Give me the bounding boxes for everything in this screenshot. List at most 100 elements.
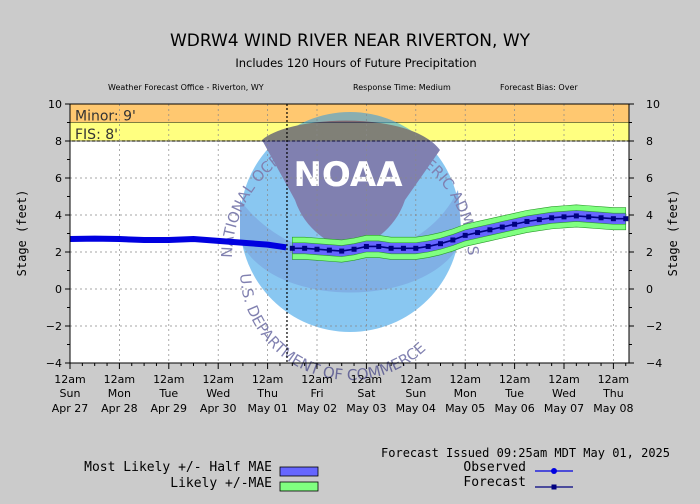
forecast-point: [610, 216, 616, 222]
forecast-point: [487, 227, 493, 233]
x-tick-label-day: Wed: [552, 387, 576, 400]
x-tick-label-time: 12am: [54, 373, 85, 386]
legend-forecast-marker: [551, 484, 557, 490]
y-tick-label-right: 10: [646, 98, 660, 111]
legend-observed-marker: [551, 468, 557, 474]
forecast-point: [524, 218, 530, 224]
forecast-point: [363, 243, 369, 249]
forecast-point: [499, 224, 505, 230]
x-tick-label-time: 12am: [202, 373, 233, 386]
noaa-logo-text: NOAA: [293, 155, 403, 195]
forecast-point: [302, 245, 308, 251]
chart-subtitle: Includes 120 Hours of Future Precipitati…: [235, 56, 476, 70]
forecast-point: [536, 217, 542, 223]
series-line-observed: [70, 235, 287, 251]
forecast-point: [376, 243, 382, 249]
legend-mae-label: Likely +/-MAE: [170, 476, 272, 491]
forecast-point: [289, 245, 295, 251]
forecast-point: [314, 246, 320, 252]
threshold-label-fis: FIS: 8': [75, 127, 118, 143]
y-tick-label-left: 0: [55, 283, 62, 296]
x-tick-label-date: May 04: [396, 402, 436, 415]
x-tick-label-date: May 07: [544, 402, 584, 415]
x-tick-label-time: 12am: [252, 373, 283, 386]
series-line-forecast: [292, 215, 626, 252]
x-tick-label-date: May 01: [247, 402, 287, 415]
forecast-point: [326, 247, 332, 253]
y-tick-label-left: −2: [46, 320, 62, 333]
forecast-point: [549, 215, 555, 221]
x-tick-label-time: 12am: [548, 373, 579, 386]
x-tick-label-day: Tue: [158, 387, 178, 400]
y-tick-label-left: −4: [46, 357, 62, 370]
x-tick-label-time: 12am: [598, 373, 629, 386]
forecast-point: [450, 237, 456, 243]
forecast-point: [512, 221, 518, 227]
forecast-point: [425, 243, 431, 249]
x-tick-label-day: Wed: [206, 387, 230, 400]
legend-half-mae-label: Most Likely +/- Half MAE: [84, 460, 272, 475]
forecast-point: [438, 241, 443, 247]
x-tick-label-day: Tue: [504, 387, 524, 400]
x-tick-label-date: Apr 28: [101, 402, 138, 415]
x-tick-label-date: May 08: [593, 402, 633, 415]
info-response: Response Time: Medium: [353, 83, 451, 92]
y-tick-label-left: 8: [55, 135, 62, 148]
chart-title: WDRW4 WIND RIVER NEAR RIVERTON, WY: [170, 31, 531, 51]
forecast-point: [598, 215, 604, 221]
y-axis-label-left: Stage (feet): [15, 190, 29, 277]
forecast-point: [351, 246, 357, 252]
x-tick-label-date: May 03: [346, 402, 386, 415]
noaa-logo-bird: [262, 120, 440, 250]
x-tick-label-date: May 05: [445, 402, 485, 415]
noaa-logo-wave: [240, 190, 462, 293]
y-tick-label-right: −4: [646, 357, 662, 370]
x-tick-label-day: Sat: [357, 387, 376, 400]
info-bias: Forecast Bias: Over: [500, 83, 578, 92]
y-tick-label-right: 2: [646, 246, 653, 259]
legend-mae-swatch: [279, 481, 319, 492]
x-tick-label-day: Thu: [602, 387, 624, 400]
y-tick-label-right: −2: [646, 320, 662, 333]
x-tick-label-time: 12am: [104, 373, 135, 386]
y-tick-label-right: 6: [646, 172, 653, 185]
forecast-point: [586, 214, 592, 220]
x-tick-label-time: 12am: [449, 373, 480, 386]
forecast-point: [561, 214, 567, 220]
forecast-point: [475, 230, 481, 236]
info-office: Weather Forecast Office - Riverton, WY: [108, 83, 264, 92]
x-tick-label-day: Fri: [310, 387, 323, 400]
y-tick-label-left: 10: [48, 98, 62, 111]
y-tick-label-left: 2: [55, 246, 62, 259]
forecast-point: [623, 216, 629, 222]
forecast-issued-text: Forecast Issued 09:25am MDT May 01, 2025: [381, 446, 670, 460]
forecast-point: [339, 248, 345, 254]
legend-half-mae-swatch: [279, 466, 319, 477]
legend-observed-label: Observed: [463, 460, 526, 475]
x-tick-label-date: May 02: [297, 402, 337, 415]
x-tick-label-day: Sun: [60, 387, 81, 400]
forecast-point: [413, 245, 419, 251]
x-tick-label-day: Sun: [405, 387, 426, 400]
x-tick-label-time: 12am: [301, 373, 332, 386]
x-tick-label-day: Mon: [108, 387, 131, 400]
y-tick-label-right: 4: [646, 209, 653, 222]
threshold-label-minor: Minor: 9': [75, 109, 136, 125]
x-tick-label-time: 12am: [499, 373, 530, 386]
forecast-point: [573, 213, 579, 219]
x-tick-label-time: 12am: [351, 373, 382, 386]
forecast-point: [462, 232, 468, 238]
y-tick-label-right: 0: [646, 283, 653, 296]
legend-forecast-label: Forecast: [463, 475, 526, 490]
x-tick-label-date: May 06: [494, 402, 534, 415]
y-tick-label-left: 6: [55, 172, 62, 185]
x-tick-label-date: Apr 29: [151, 402, 188, 415]
forecast-point: [388, 245, 394, 251]
x-tick-label-time: 12am: [153, 373, 184, 386]
band-most-likely-half-mae: [291, 210, 627, 257]
x-tick-label-day: Thu: [256, 387, 278, 400]
forecast-point: [400, 245, 406, 251]
x-tick-label-day: Mon: [454, 387, 477, 400]
